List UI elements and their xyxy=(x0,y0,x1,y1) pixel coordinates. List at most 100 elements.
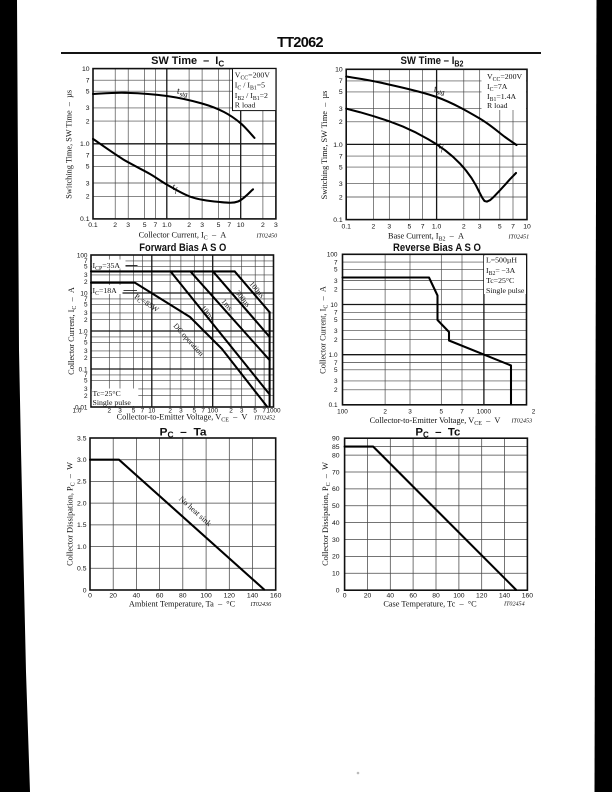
svg-text:2: 2 xyxy=(86,118,90,125)
svg-text:7: 7 xyxy=(334,310,338,317)
svg-text:5: 5 xyxy=(334,317,338,324)
svg-text:1.0: 1.0 xyxy=(80,141,90,148)
svg-text:30: 30 xyxy=(332,537,340,544)
svg-text:Collector Current, IC – A: Collector Current, IC – A xyxy=(319,286,330,374)
svg-text:2: 2 xyxy=(339,194,343,201)
svg-text:60: 60 xyxy=(409,593,417,600)
svg-text:85: 85 xyxy=(332,444,340,451)
svg-text:100: 100 xyxy=(453,593,465,600)
svg-text:50: 50 xyxy=(332,503,340,510)
svg-text:2: 2 xyxy=(108,408,112,415)
svg-text:IC=18A: IC=18A xyxy=(93,286,118,297)
svg-text:Reverse Bias A S O: Reverse Bias A S O xyxy=(393,242,481,254)
svg-text:Collector Current, IC – A: Collector Current, IC – A xyxy=(139,231,227,242)
svg-text:2.0: 2.0 xyxy=(77,500,87,507)
svg-text:2: 2 xyxy=(84,279,88,286)
svg-text:0: 0 xyxy=(336,588,340,595)
svg-text:IC=7A: IC=7A xyxy=(487,82,508,93)
svg-text:140: 140 xyxy=(247,593,259,600)
svg-text:7: 7 xyxy=(84,296,88,303)
svg-text:5: 5 xyxy=(217,222,221,229)
svg-text:160: 160 xyxy=(270,593,282,600)
svg-text:3: 3 xyxy=(334,328,338,335)
svg-text:2: 2 xyxy=(229,408,233,415)
svg-text:0: 0 xyxy=(88,593,92,600)
svg-text:L=500µH: L=500µH xyxy=(486,256,517,265)
svg-text:2: 2 xyxy=(339,119,343,126)
svg-text:IT02454: IT02454 xyxy=(503,602,525,608)
svg-text:Collector Dissipation, PC –: Collector Dissipation, PC – W xyxy=(321,462,332,566)
svg-text:3: 3 xyxy=(334,278,338,285)
svg-text:PC – Ta: PC – Ta xyxy=(160,427,208,440)
svg-text:7: 7 xyxy=(262,408,266,415)
svg-text:5: 5 xyxy=(339,164,343,171)
svg-text:IT02450: IT02450 xyxy=(256,234,278,240)
svg-text:5: 5 xyxy=(84,302,88,309)
svg-text:3: 3 xyxy=(240,408,244,415)
svg-text:1.0: 1.0 xyxy=(333,142,343,149)
svg-text:R load: R load xyxy=(235,101,256,110)
svg-text:IT02451: IT02451 xyxy=(508,235,530,241)
svg-text:IB2= −3A: IB2= −3A xyxy=(486,266,516,277)
svg-text:0.1: 0.1 xyxy=(80,216,90,223)
svg-text:5: 5 xyxy=(408,224,412,231)
svg-text:0.1: 0.1 xyxy=(333,217,343,224)
svg-text:5: 5 xyxy=(86,164,90,171)
svg-text:100: 100 xyxy=(200,593,212,600)
svg-text:7: 7 xyxy=(84,334,88,341)
svg-text:2: 2 xyxy=(187,222,191,229)
svg-text:0.1: 0.1 xyxy=(88,222,98,229)
svg-text:10: 10 xyxy=(148,408,156,415)
svg-text:5: 5 xyxy=(339,89,343,96)
svg-text:5: 5 xyxy=(193,408,197,415)
svg-text:IB1=1.4A: IB1=1.4A xyxy=(487,92,517,103)
svg-text:Tc=25°C: Tc=25°C xyxy=(93,389,121,398)
svg-text:IT02453: IT02453 xyxy=(511,419,533,425)
svg-text:2: 2 xyxy=(334,287,338,294)
svg-text:Switching Time, SW Time – µs: Switching Time, SW Time – µs xyxy=(320,91,329,200)
svg-text:3: 3 xyxy=(84,272,88,279)
svg-text:tstg: tstg xyxy=(434,84,445,96)
svg-text:10: 10 xyxy=(237,222,245,229)
svg-text:1.0: 1.0 xyxy=(329,352,338,359)
svg-text:tf: tf xyxy=(173,182,179,194)
svg-text:1.0: 1.0 xyxy=(77,544,87,551)
svg-text:80: 80 xyxy=(179,593,187,600)
svg-text:5: 5 xyxy=(132,408,136,415)
svg-text:10: 10 xyxy=(82,66,90,73)
svg-text:2: 2 xyxy=(86,194,90,201)
svg-text:2: 2 xyxy=(462,224,466,231)
svg-text:5: 5 xyxy=(334,267,338,274)
svg-text:7: 7 xyxy=(201,408,205,415)
svg-text:3: 3 xyxy=(387,224,391,231)
svg-text:3: 3 xyxy=(118,408,122,415)
svg-text:1000: 1000 xyxy=(477,409,492,416)
svg-text:60: 60 xyxy=(156,593,164,600)
svg-text:10: 10 xyxy=(335,67,343,74)
svg-text:Forward Bias A S O: Forward Bias A S O xyxy=(139,242,226,254)
svg-text:10: 10 xyxy=(523,224,531,231)
svg-text:100: 100 xyxy=(77,252,88,259)
svg-text:5: 5 xyxy=(143,222,147,229)
svg-text:5: 5 xyxy=(86,89,90,96)
svg-text:40: 40 xyxy=(133,593,141,600)
svg-text:Collector-to-Emitter Voltage,: Collector-to-Emitter Voltage, VCE – V xyxy=(117,413,248,424)
svg-text:Collector Current, IC – A: Collector Current, IC – A xyxy=(67,287,78,375)
svg-text:3: 3 xyxy=(179,408,183,415)
svg-text:1.0: 1.0 xyxy=(162,222,172,229)
svg-text:1ms: 1ms xyxy=(219,297,234,313)
svg-text:1.0: 1.0 xyxy=(79,328,88,335)
svg-text:120: 120 xyxy=(224,593,236,600)
svg-text:3: 3 xyxy=(86,105,90,112)
svg-text:Collector-to-Emitter Voltage,: Collector-to-Emitter Voltage, VCE – V xyxy=(370,416,501,427)
svg-text:Case Temperature, Tc – °C: Case Temperature, Tc – °C xyxy=(383,600,477,609)
svg-text:2: 2 xyxy=(84,317,88,324)
svg-text:10: 10 xyxy=(330,302,338,309)
svg-text:2: 2 xyxy=(372,224,376,231)
svg-text:0.5: 0.5 xyxy=(77,566,87,573)
svg-text:5: 5 xyxy=(334,367,338,374)
svg-text:0.01: 0.01 xyxy=(75,404,88,411)
svg-text:SW Time – IB2: SW Time – IB2 xyxy=(401,55,464,68)
svg-text:7: 7 xyxy=(141,408,145,415)
svg-text:7: 7 xyxy=(86,153,90,160)
